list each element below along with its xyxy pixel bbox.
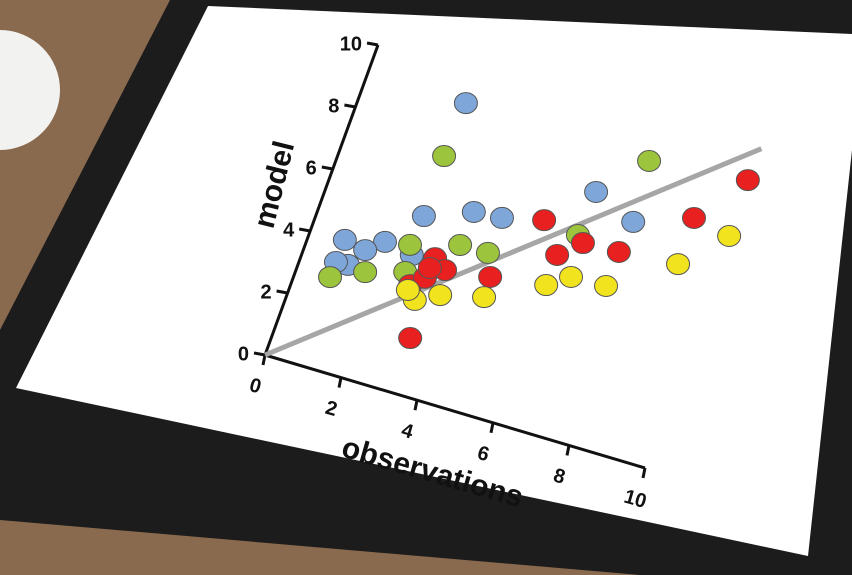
point	[395, 278, 420, 301]
point	[621, 210, 646, 233]
x-tick	[261, 354, 267, 366]
y-tick-label: 10	[340, 33, 362, 55]
y-tick	[298, 227, 311, 233]
point	[332, 228, 357, 251]
y-axis	[263, 44, 380, 356]
point	[428, 284, 453, 307]
point	[478, 265, 503, 288]
point	[594, 274, 619, 297]
point	[453, 92, 478, 115]
point	[532, 209, 557, 232]
y-tick-label: 4	[283, 219, 295, 241]
y-tick-label: 0	[238, 343, 249, 365]
y-tick-label: 8	[328, 95, 339, 117]
point	[461, 200, 486, 223]
y-tick-label: 2	[260, 281, 271, 303]
x-tick	[489, 422, 495, 434]
point	[735, 169, 760, 192]
y-tick	[321, 165, 334, 171]
point	[475, 241, 500, 264]
point	[637, 150, 662, 173]
x-tick	[413, 399, 419, 411]
point	[417, 256, 442, 279]
point	[353, 261, 378, 284]
point	[398, 327, 423, 350]
point	[666, 253, 691, 276]
y-tick	[366, 41, 379, 47]
point	[534, 274, 559, 297]
point	[432, 145, 457, 168]
x-axis	[264, 353, 646, 470]
y-tick	[253, 351, 266, 357]
point	[398, 233, 423, 256]
point	[682, 207, 707, 229]
point	[584, 180, 609, 203]
x-tick	[641, 467, 647, 479]
point	[489, 206, 514, 229]
point	[411, 205, 436, 228]
y-tick-label: 6	[306, 157, 317, 179]
point	[448, 233, 473, 256]
point	[545, 243, 570, 266]
cup	[0, 30, 60, 150]
point	[472, 286, 497, 309]
x-tick	[337, 377, 343, 388]
point	[570, 232, 595, 255]
y-tick	[276, 289, 288, 295]
reference-line	[264, 146, 763, 358]
x-tick	[565, 445, 571, 456]
point	[606, 241, 631, 264]
point	[353, 239, 378, 262]
y-tick	[344, 103, 356, 109]
point	[559, 265, 584, 288]
point	[372, 230, 397, 253]
point	[318, 266, 343, 289]
point	[717, 225, 742, 248]
